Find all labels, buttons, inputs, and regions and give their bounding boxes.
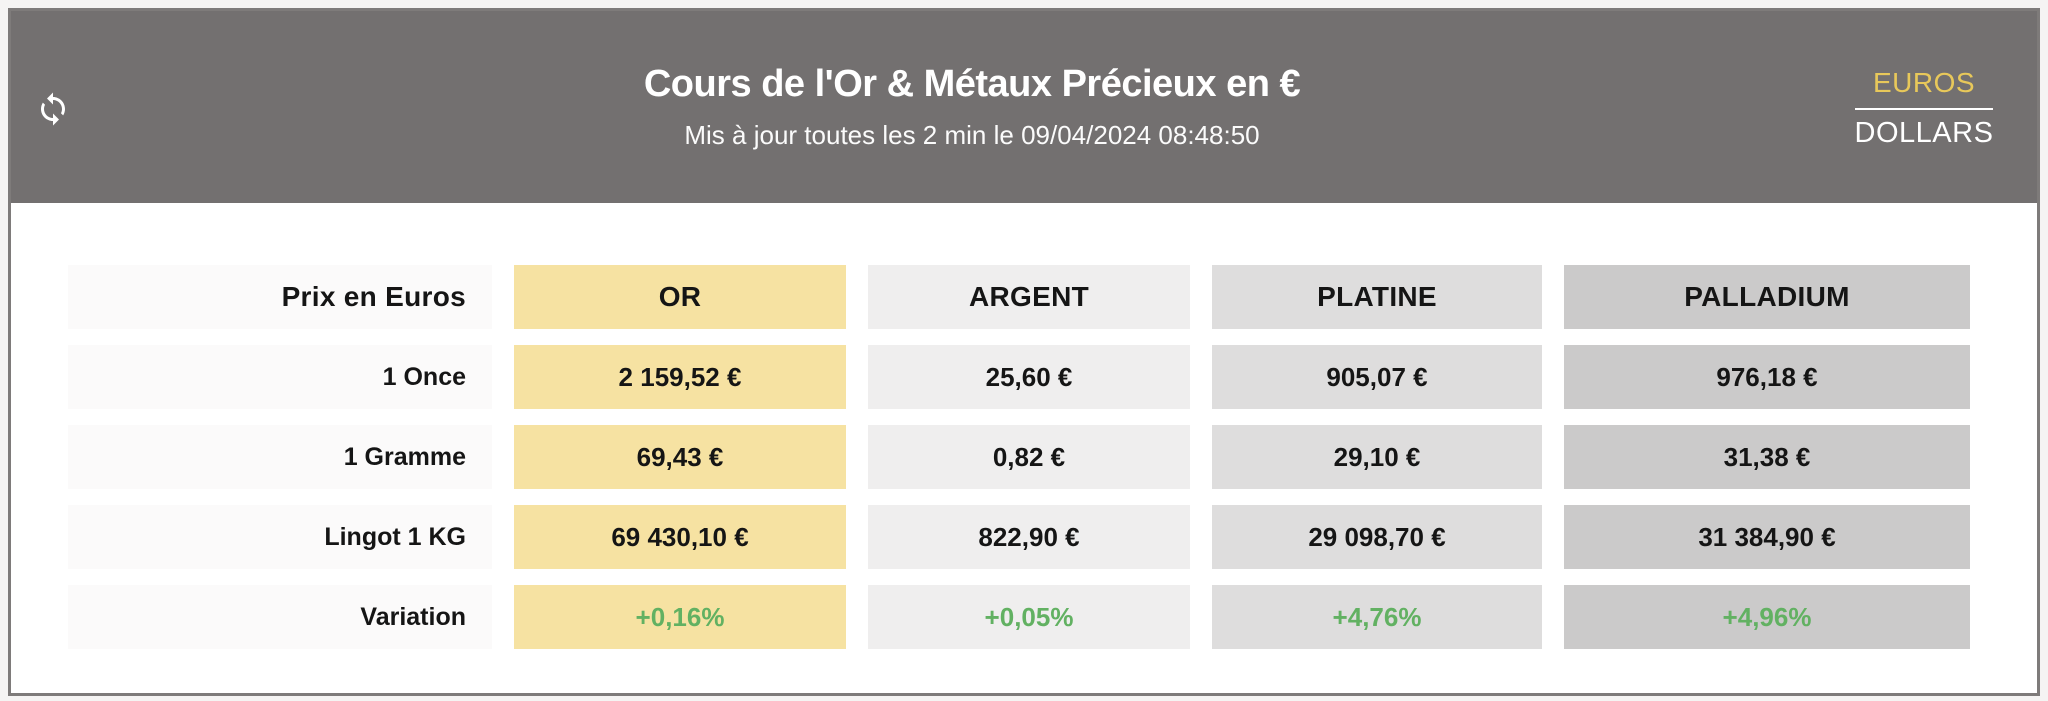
metals-price-widget: Cours de l'Or & Métaux Précieux en € Mis… [8,8,2040,696]
currency-option-euros[interactable]: EUROS [1872,66,1976,98]
cell-platine-variation: +4,76% [1212,585,1542,649]
column-header-platine: PLATINE [1212,265,1542,329]
cell-or-gramme: 69,43 € [514,425,846,489]
cell-platine-gramme: 29,10 € [1212,425,1542,489]
price-table-area: Prix en Euros OR ARGENT PLATINE PALLADIU… [11,203,2037,649]
cell-palladium-once: 976,18 € [1564,345,1970,409]
cell-or-once: 2 159,52 € [514,345,846,409]
cell-palladium-lingot: 31 384,90 € [1564,505,1970,569]
page-title: Cours de l'Or & Métaux Précieux en € [643,63,1301,105]
cell-argent-once: 25,60 € [868,345,1190,409]
price-table: Prix en Euros OR ARGENT PLATINE PALLADIU… [68,265,2037,649]
toggle-divider [1855,107,1993,110]
cell-argent-gramme: 0,82 € [868,425,1190,489]
header-titles: Cours de l'Or & Métaux Précieux en € Mis… [95,63,1849,151]
cell-palladium-variation: +4,96% [1564,585,1970,649]
refresh-button[interactable] [35,91,95,130]
widget-header: Cours de l'Or & Métaux Précieux en € Mis… [11,11,2037,203]
column-header-prix-en-euros: Prix en Euros [68,265,492,329]
cell-argent-variation: +0,05% [868,585,1190,649]
currency-option-dollars[interactable]: DOLLARS [1854,116,1994,149]
cell-or-lingot: 69 430,10 € [514,505,846,569]
cell-or-variation: +0,16% [514,585,846,649]
row-label-variation: Variation [68,585,492,649]
cell-platine-once: 905,07 € [1212,345,1542,409]
currency-toggle: EUROS DOLLARS [1849,67,1999,150]
cell-argent-lingot: 822,90 € [868,505,1190,569]
refresh-icon [35,91,71,130]
update-status: Mis à jour toutes les 2 min le 09/04/202… [684,120,1260,150]
column-header-palladium: PALLADIUM [1564,265,1970,329]
cell-platine-lingot: 29 098,70 € [1212,505,1542,569]
row-label-lingot: Lingot 1 KG [68,505,492,569]
column-header-argent: ARGENT [868,265,1190,329]
row-label-gramme: 1 Gramme [68,425,492,489]
column-header-or: OR [514,265,846,329]
cell-palladium-gramme: 31,38 € [1564,425,1970,489]
row-label-once: 1 Once [68,345,492,409]
